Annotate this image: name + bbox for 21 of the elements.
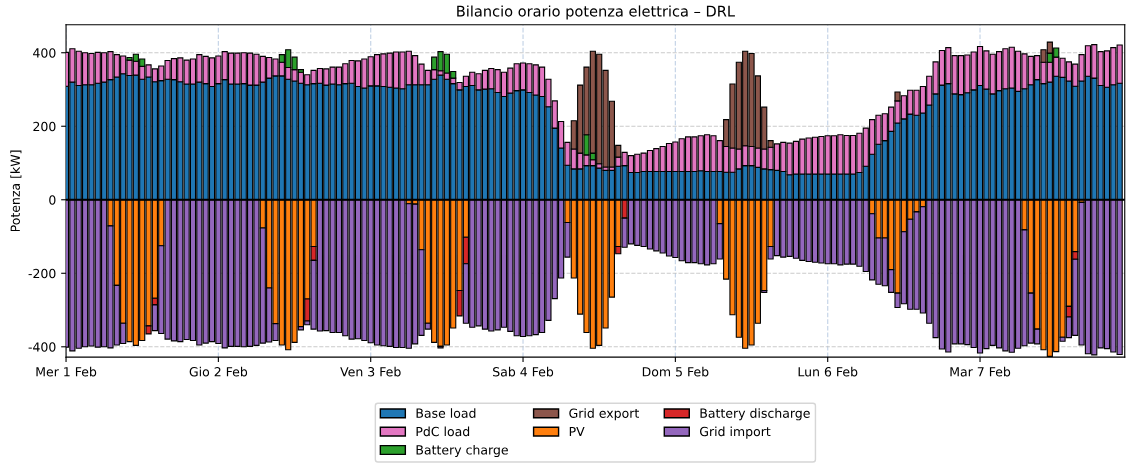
legend-label: Grid export: [569, 408, 639, 421]
y-tick-label: -400: [28, 342, 56, 352]
y-tick-label: -200: [28, 268, 56, 279]
y-tick-label: 200: [33, 121, 56, 132]
legend-label: Base load: [416, 408, 476, 418]
y-axis-title: Potenza [kW]: [10, 150, 22, 232]
chart-title: Bilancio orario potenza elettrica – DRL: [457, 5, 735, 20]
legend-label: Battery charge: [416, 444, 508, 457]
x-tick-label: Dom 5 Feb: [642, 366, 709, 377]
x-tick-label: Mar 7 Feb: [950, 366, 1011, 377]
legend-label: PV: [569, 426, 585, 437]
legend-label: Battery discharge: [700, 408, 810, 421]
x-tick-label: Lun 6 Feb: [798, 366, 858, 377]
legend-label: PdC load: [416, 426, 470, 437]
y-tick-label: 0: [49, 195, 56, 205]
legend-label: Grid import: [699, 426, 771, 439]
y-tick-label: 400: [33, 48, 56, 58]
x-tick-label: Mer 1 Feb: [36, 366, 97, 377]
x-tick-label: Ven 3 Feb: [340, 366, 401, 377]
x-tick-label: Gio 2 Feb: [189, 366, 248, 377]
x-tick-label: Sab 4 Feb: [493, 366, 554, 377]
